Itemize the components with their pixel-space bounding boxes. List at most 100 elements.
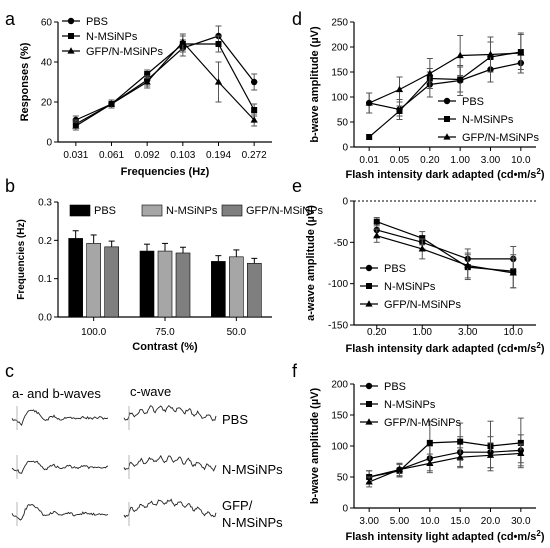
data-point xyxy=(419,235,426,242)
y-axis-label: b-wave amplitude (µV) xyxy=(309,26,321,143)
y-tick-label: 0 xyxy=(342,143,348,154)
x-axis-label: Flash intensity dark adapted (cd•m/s2) xyxy=(345,341,544,355)
legend-marker xyxy=(365,382,373,390)
chart-responses: 0 20 40 60 0.031 0.061 0.092 0.103 0.194 0.272 Res… xyxy=(19,16,272,178)
legend-marker xyxy=(365,418,373,425)
panel-letter-b: b xyxy=(5,176,15,196)
waveform-panel: a- and b-waves c-wave PBS N-MSiNPs GFP/ … xyxy=(11,384,283,530)
legend-label: N-MSiNPs xyxy=(462,114,514,126)
y-tick-label: 250 xyxy=(331,18,348,29)
bar xyxy=(68,238,83,318)
waveform-trace xyxy=(123,404,217,422)
bar xyxy=(139,250,155,318)
y-tick-label: -150 xyxy=(328,321,348,332)
series-line-2 xyxy=(75,41,255,127)
series-line-2 xyxy=(368,52,521,104)
x-tick-label: 0.092 xyxy=(135,150,160,161)
waveform-trace xyxy=(11,503,109,521)
series-line-0 xyxy=(369,62,521,111)
legend-marker xyxy=(365,300,373,307)
legend-label: GFP/N-MSiNPs xyxy=(384,417,462,429)
x-axis-label: Frequencies (Hz) xyxy=(121,166,210,178)
data-point xyxy=(456,51,464,59)
data-point xyxy=(144,71,151,77)
data-point xyxy=(365,99,373,106)
data-point xyxy=(418,245,426,252)
data-point xyxy=(143,78,151,85)
y-axis-label: Frequencies (Hz) xyxy=(16,219,27,300)
y-tick-label: 0 xyxy=(342,504,348,515)
y-tick-label: 150 xyxy=(331,411,348,422)
wave-column-right-label: c-wave xyxy=(130,384,171,399)
data-point xyxy=(365,478,373,485)
legend-swatch xyxy=(141,204,163,217)
x-tick-label: 0.031 xyxy=(63,150,88,161)
legend-label: GFP/N-MSiNPs xyxy=(246,205,324,217)
panel-letter-e: e xyxy=(292,176,302,196)
data-point xyxy=(179,38,187,45)
x-tick-label: 100.0 xyxy=(81,327,106,338)
data-point xyxy=(486,50,495,58)
waveform-trace xyxy=(123,454,217,472)
y-tick-label: 150 xyxy=(331,68,348,79)
series-line-0 xyxy=(376,229,514,260)
data-point xyxy=(72,122,80,129)
data-point xyxy=(517,439,524,446)
x-tick-label: 75.0 xyxy=(155,327,175,338)
data-point xyxy=(457,438,464,445)
bar xyxy=(104,246,119,318)
y-tick-label: -100 xyxy=(328,279,348,290)
y-tick-label: 60 xyxy=(41,18,53,29)
y-tick-label: 50 xyxy=(337,473,349,484)
legend-marker xyxy=(443,133,451,140)
bar xyxy=(157,250,173,318)
x-tick-label: 0.20 xyxy=(367,327,387,338)
x-tick-label: 0.194 xyxy=(206,150,231,161)
legend-marker xyxy=(366,401,372,407)
y-tick-label: 0.3 xyxy=(38,198,52,209)
x-tick-label: 50.0 xyxy=(227,327,247,338)
x-tick-label: 0.103 xyxy=(170,150,195,161)
data-point xyxy=(373,231,381,239)
chart-b-wave-light: 0 50 100 150 200 3.00 5.00 10.0 15.0 20.0 30.0 b-wa… xyxy=(309,380,545,544)
x-axis-label: Flash intensity light adapted (cd•m/s2) xyxy=(345,529,544,543)
y-axis-label: a-wave amplitude (µV) xyxy=(305,205,317,321)
data-point xyxy=(366,134,373,140)
x-tick-label: 3.00 xyxy=(359,516,379,527)
data-point xyxy=(215,41,222,47)
wave-row-label-nmsinps: N-MSiNPs xyxy=(222,462,283,477)
y-tick-label: 100 xyxy=(331,442,348,453)
data-point xyxy=(396,108,403,114)
data-point xyxy=(214,78,223,85)
y-tick-label: 20 xyxy=(41,98,53,109)
wave-row-label-pbs: PBS xyxy=(222,412,248,427)
data-point xyxy=(395,465,404,473)
legend-label: N-MSiNPs xyxy=(384,281,436,293)
legend-label: N-MSiNPs xyxy=(384,399,436,411)
panel-letter-f: f xyxy=(292,361,298,381)
data-point xyxy=(107,100,116,107)
data-point xyxy=(251,107,258,113)
waveform-traces xyxy=(11,404,217,526)
y-tick-label: 0.1 xyxy=(38,274,52,285)
x-tick-label: 0.01 xyxy=(359,155,379,166)
waveform-trace xyxy=(11,460,109,474)
legend-label: PBS xyxy=(86,16,108,28)
y-tick-label: 200 xyxy=(331,380,348,391)
x-tick-label: 0.20 xyxy=(420,155,440,166)
x-tick-label: 5.00 xyxy=(390,516,410,527)
chart-a-wave-dark: 0 -50 -100 -150 0.20 1.00 3.00 10.0 a-wave ampli… xyxy=(305,197,545,356)
legend-label: PBS xyxy=(384,381,406,393)
legend-label: PBS xyxy=(94,205,116,217)
series-line-2 xyxy=(368,452,521,483)
legend-marker xyxy=(67,17,75,25)
series-line-1 xyxy=(368,51,521,138)
legend-marker xyxy=(68,33,74,39)
y-tick-label: 0 xyxy=(46,138,52,149)
data-point xyxy=(457,76,464,83)
y-tick-label: 50 xyxy=(337,118,349,129)
y-axis-label: Responses (%) xyxy=(19,42,31,121)
legend-label: PBS xyxy=(384,263,406,275)
x-tick-label: 3.00 xyxy=(481,155,501,166)
y-tick-label: 200 xyxy=(331,43,348,54)
